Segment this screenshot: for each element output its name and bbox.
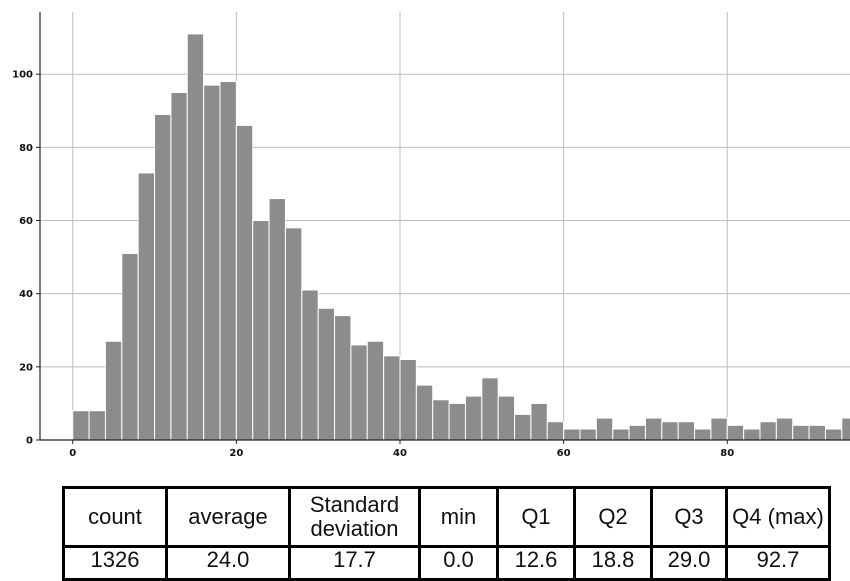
- histogram-bar: [841, 417, 850, 441]
- histogram-bar: [497, 395, 516, 441]
- histogram-bars: [72, 33, 850, 441]
- histogram-bar: [268, 198, 286, 441]
- histogram-bar: [366, 340, 385, 441]
- histogram-bar: [383, 355, 401, 441]
- histogram-bar: [399, 359, 417, 441]
- stats-header-q2: Q2: [573, 486, 653, 548]
- y-tick-label: 80: [19, 143, 33, 154]
- histogram-bar: [317, 307, 336, 441]
- histogram-bar: [595, 417, 614, 441]
- stats-value-row: 1326 24.0 17.7 0.0 12.6 18.8 29.0 92.7: [62, 545, 831, 581]
- tick-labels: 0 20 40 60 80 100 0 20 40 60 80: [12, 70, 734, 459]
- stats-value-q2: 18.8: [573, 545, 653, 581]
- stats-header-row: count average Standard deviation min Q1 …: [62, 486, 831, 548]
- stats-value-std: 17.7: [288, 545, 421, 581]
- stats-header-q3: Q3: [650, 486, 728, 548]
- histogram-bar: [628, 424, 646, 441]
- y-tick-label: 20: [19, 362, 33, 373]
- histogram-bar: [121, 252, 139, 441]
- histogram-bar: [677, 421, 696, 441]
- axes: [36, 12, 850, 444]
- histogram-bar: [432, 399, 450, 441]
- histogram-bar: [644, 417, 663, 441]
- stats-header-count: count: [62, 486, 168, 548]
- y-tick-label: 40: [19, 289, 33, 300]
- statistics-table: count average Standard deviation min Q1 …: [62, 486, 831, 581]
- histogram-bar: [137, 172, 156, 441]
- histogram-bar: [284, 227, 303, 441]
- histogram-bar: [170, 91, 188, 441]
- histogram-bar: [710, 417, 728, 441]
- histogram-bar: [334, 315, 352, 441]
- y-tick-label: 0: [26, 436, 33, 447]
- stats-value-count: 1326: [62, 545, 168, 581]
- histogram-chart: 0 20 40 60 80 100 0 20 40 60 80: [12, 12, 850, 459]
- histogram-bar: [448, 402, 466, 441]
- stats-header-std: Standard deviation: [288, 486, 421, 548]
- stats-value-min: 0.0: [418, 545, 499, 581]
- stats-value-average: 24.0: [165, 545, 291, 581]
- histogram-bar: [219, 81, 237, 441]
- x-tick-label: 60: [557, 448, 571, 459]
- stats-value-q1: 12.6: [496, 545, 576, 581]
- histogram-bar: [203, 84, 221, 441]
- histogram-bar: [579, 428, 597, 441]
- histogram-bar: [530, 402, 548, 441]
- stats-header-q1: Q1: [496, 486, 576, 548]
- histogram-bar: [252, 220, 270, 441]
- histogram-bar: [792, 424, 810, 441]
- histogram-bar: [415, 384, 434, 441]
- histogram-bar: [759, 421, 777, 441]
- histogram-bar: [808, 424, 826, 441]
- stats-value-q3: 29.0: [650, 545, 728, 581]
- histogram-bar: [154, 113, 172, 441]
- histogram-bar: [350, 344, 368, 441]
- stats-value-q4: 92.7: [725, 545, 831, 581]
- histogram-bar: [612, 428, 630, 441]
- histogram-bar: [72, 410, 90, 441]
- stats-header-q4: Q4 (max): [725, 486, 831, 548]
- histogram-bar: [481, 377, 499, 441]
- histogram-bar: [104, 340, 123, 441]
- y-tick-label: 100: [12, 70, 33, 81]
- y-tick-label: 60: [19, 216, 33, 227]
- histogram-bar: [726, 424, 745, 441]
- histogram-bar: [546, 421, 565, 441]
- histogram-bar: [301, 289, 319, 441]
- histogram-bar: [563, 428, 581, 441]
- histogram-bar: [186, 33, 205, 441]
- histogram-bar: [775, 417, 794, 441]
- x-tick-label: 80: [720, 448, 734, 459]
- stats-header-average: average: [165, 486, 291, 548]
- histogram-bar: [661, 421, 679, 441]
- histogram-bar: [824, 428, 843, 441]
- histogram-bar: [514, 413, 532, 441]
- histogram-bar: [88, 410, 106, 441]
- histogram-bar: [694, 428, 712, 441]
- x-tick-label: 20: [229, 448, 243, 459]
- stats-header-min: min: [418, 486, 499, 548]
- histogram-bar: [464, 395, 483, 441]
- histogram-bar: [235, 124, 254, 441]
- histogram-bar: [743, 428, 761, 441]
- x-tick-label: 0: [69, 448, 76, 459]
- x-tick-label: 40: [393, 448, 407, 459]
